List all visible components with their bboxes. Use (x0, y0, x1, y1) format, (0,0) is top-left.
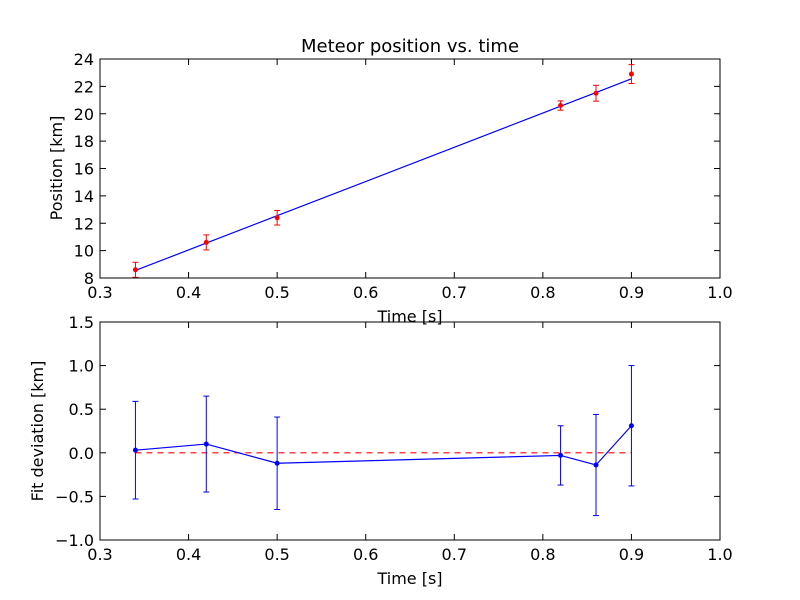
position-x-tick-label: 0.7 (442, 283, 467, 302)
position-x-tick-label: 1.0 (707, 283, 732, 302)
deviation-y-axis-label: Fit deviation [km] (28, 361, 47, 502)
position-plot-area: 0.3 0.4 0.5 0.6 0.7 0.8 0.9 1.0 8 10 12 14 16 18 20 22 2… (74, 50, 733, 302)
deviation-x-tick-label: 0.6 (353, 545, 378, 564)
deviation-point (628, 423, 634, 429)
position-axes-frame (99, 58, 721, 279)
deviation-x-axis-label: Time [s] (376, 569, 442, 588)
deviation-y-tick-label: 1.5 (69, 313, 94, 332)
deviation-x-tick-label: 0.8 (530, 545, 555, 564)
position-y-tick-label: 20 (74, 105, 94, 124)
deviation-panel: Time [s] Fit deviation [km] 0.3 0.4 0.5 0.6… (28, 313, 733, 588)
position-x-tick-label: 0.8 (530, 283, 555, 302)
deviation-x-tick-label: 0.3 (87, 545, 112, 564)
deviation-x-tick-label: 0.9 (619, 545, 644, 564)
position-y-tick-label: 24 (74, 50, 94, 69)
position-chart-title: Meteor position vs. time (301, 36, 519, 57)
position-measurement-point (274, 215, 280, 221)
position-y-tick-label: 18 (74, 132, 94, 151)
position-x-tick-label: 0.6 (353, 283, 378, 302)
position-y-axis-label: Position [km] (47, 116, 66, 221)
position-x-tick-label: 0.5 (264, 283, 289, 302)
position-measurement-point (558, 103, 564, 109)
deviation-point (203, 441, 209, 447)
deviation-x-tick-label: 0.4 (176, 545, 201, 564)
position-measurement-point (203, 239, 209, 245)
deviation-y-tick-label: 0.5 (69, 400, 94, 419)
deviation-y-tick-label: −1.0 (55, 531, 94, 550)
deviation-axes-frame (99, 321, 721, 541)
position-measurement-point (132, 267, 138, 273)
position-measurement-point (628, 71, 634, 77)
position-y-tick-label: 10 (74, 242, 94, 261)
deviation-x-tick-label: 0.5 (264, 545, 289, 564)
position-x-tick-label: 0.4 (176, 283, 201, 302)
position-y-tick-label: 16 (74, 160, 94, 179)
deviation-y-tick-label: 0.0 (69, 444, 94, 463)
position-y-tick-label: 22 (74, 77, 94, 96)
position-x-axis-label: Time [s] (376, 307, 442, 326)
deviation-point (274, 460, 280, 466)
deviation-plot-area: 0.3 0.4 0.5 0.6 0.7 0.8 0.9 1.0 −1.0 −0.5 0.0 0.5 1.… (55, 313, 733, 564)
deviation-point (132, 447, 138, 453)
deviation-point (558, 452, 564, 458)
deviation-y-tick-label: −0.5 (55, 487, 94, 506)
deviation-x-tick-label: 0.7 (442, 545, 467, 564)
position-y-tick-label: 8 (84, 269, 94, 288)
position-y-tick-label: 14 (74, 187, 94, 206)
position-x-tick-label: 0.9 (619, 283, 644, 302)
deviation-line (135, 425, 632, 466)
position-panel: Meteor position vs. time Time [s] Positi… (47, 36, 733, 326)
position-measurement-point (593, 90, 599, 96)
position-fit-line (135, 78, 632, 272)
deviation-y-tick-label: 1.0 (69, 357, 94, 376)
deviation-x-tick-label: 1.0 (707, 545, 732, 564)
position-y-tick-label: 12 (74, 214, 94, 233)
deviation-point (593, 462, 599, 468)
position-x-tick-label: 0.3 (87, 283, 112, 302)
